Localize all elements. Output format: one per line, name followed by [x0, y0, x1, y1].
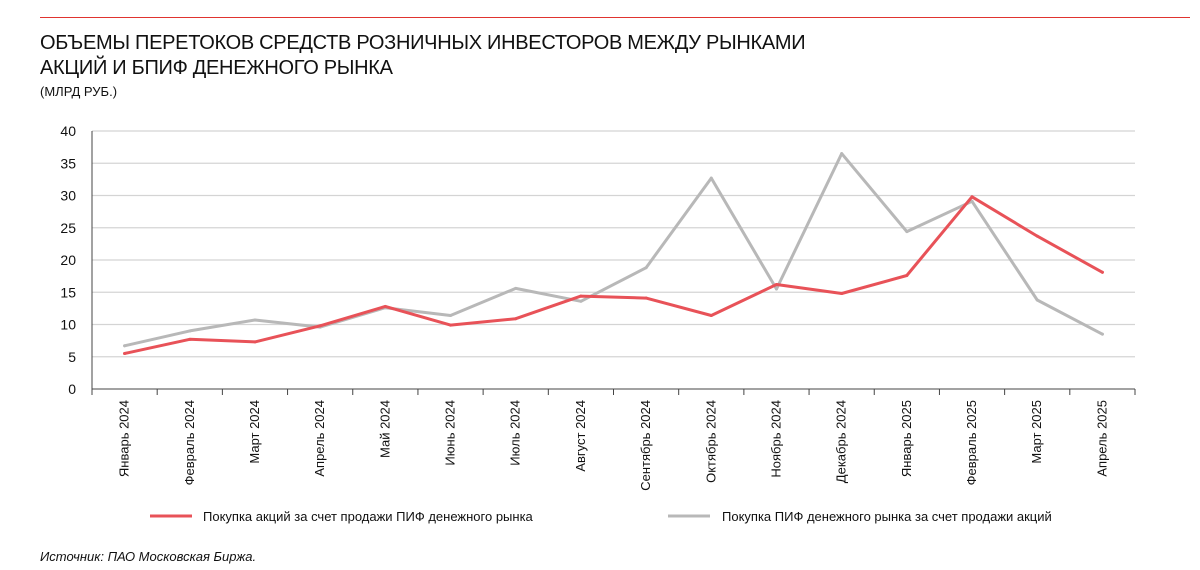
data-point: [774, 287, 778, 291]
y-tick-label: 25: [60, 220, 76, 236]
data-point: [644, 296, 648, 300]
x-tick-label: Январь 2024: [117, 400, 132, 477]
data-point: [1100, 270, 1104, 274]
data-point: [514, 317, 518, 321]
chart-title: ОБЪЕМЫ ПЕРЕТОКОВ СРЕДСТВ РОЗНИЧНЫХ ИНВЕС…: [40, 31, 806, 81]
data-point: [644, 266, 648, 270]
top-accent-rule: [40, 17, 1190, 18]
x-tick-label: Февраль 2025: [964, 400, 979, 485]
x-tick-label: Март 2025: [1029, 400, 1044, 464]
data-point: [253, 318, 257, 322]
data-point: [1035, 234, 1039, 238]
x-tick-label: Февраль 2024: [182, 400, 197, 485]
x-tick-label: Декабрь 2024: [834, 400, 849, 483]
data-point: [1035, 298, 1039, 302]
y-tick-label: 10: [60, 317, 76, 333]
data-point: [253, 340, 257, 344]
data-point: [840, 292, 844, 296]
data-point: [774, 283, 778, 287]
data-point: [1100, 332, 1104, 336]
data-point: [449, 313, 453, 317]
x-tick-label: Апрель 2025: [1094, 400, 1109, 477]
y-tick-label: 35: [60, 155, 76, 171]
x-tick-label: Апрель 2024: [312, 400, 327, 477]
x-tick-label: Август 2024: [573, 400, 588, 472]
data-point: [514, 286, 518, 290]
y-tick-label: 20: [60, 252, 76, 268]
x-tick-label: Январь 2025: [899, 400, 914, 477]
x-tick-label: Март 2024: [247, 400, 262, 464]
x-tick-label: Сентябрь 2024: [638, 400, 653, 491]
series-line-mmf-purchases: [123, 152, 1104, 348]
y-tick-label: 15: [60, 284, 76, 300]
y-tick-label: 5: [68, 349, 76, 365]
data-point: [318, 324, 322, 328]
data-point: [123, 352, 127, 356]
data-point: [709, 176, 713, 180]
legend-label: Покупка ПИФ денежного рынка за счет прод…: [722, 509, 1052, 524]
data-point: [449, 323, 453, 327]
x-tick-label: Июнь 2024: [443, 400, 458, 466]
data-point: [905, 273, 909, 277]
data-point: [709, 313, 713, 317]
data-point: [579, 299, 583, 303]
chart-title-line-2: АКЦИЙ И БПИФ ДЕНЕЖНОГО РЫНКА: [40, 57, 393, 79]
x-tick-label: Октябрь 2024: [703, 400, 718, 483]
chart-title-line-1: ОБЪЕМЫ ПЕРЕТОКОВ СРЕДСТВ РОЗНИЧНЫХ ИНВЕС…: [40, 32, 806, 54]
data-point: [383, 304, 387, 308]
x-tick-label: Ноябрь 2024: [768, 400, 783, 478]
y-tick-label: 30: [60, 188, 76, 204]
source-note: Источник: ПАО Московская Биржа.: [40, 549, 257, 564]
data-point: [840, 152, 844, 156]
legend-label: Покупка акций за счет продажи ПИФ денежн…: [203, 509, 534, 524]
data-point: [970, 199, 974, 203]
y-tick-label: 0: [68, 381, 76, 397]
series-line-stock-purchases: [123, 195, 1104, 355]
data-point: [579, 294, 583, 298]
data-point: [123, 344, 127, 348]
data-point: [188, 337, 192, 341]
data-point: [970, 195, 974, 199]
data-point: [905, 230, 909, 234]
data-point: [188, 329, 192, 333]
chart-units: (МЛРД РУБ.): [40, 84, 118, 99]
y-tick-label: 40: [60, 123, 76, 139]
x-tick-label: Май 2024: [377, 400, 392, 458]
x-tick-label: Июль 2024: [508, 400, 523, 466]
